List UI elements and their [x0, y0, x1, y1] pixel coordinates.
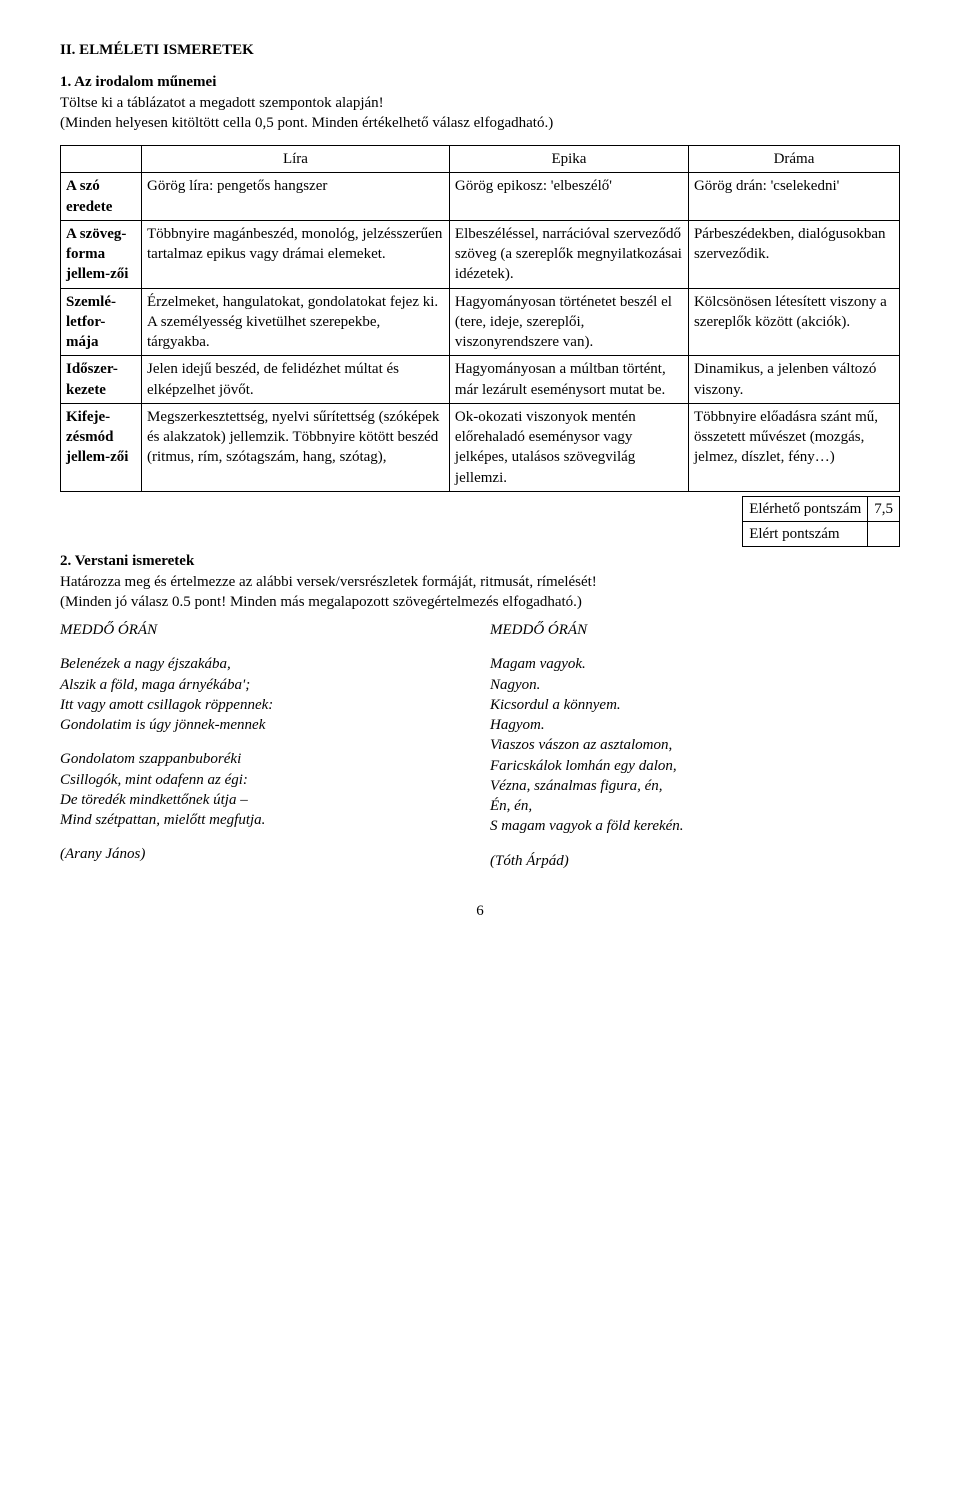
- poem-line: Vézna, szánalmas figura, én,: [490, 778, 663, 794]
- table-row: Szemlé-letfor-mája Érzelmeket, hangulato…: [61, 288, 900, 356]
- poem-right-stanza: Magam vagyok. Nagyon. Kicsordul a könnye…: [490, 654, 900, 836]
- poem-line: Viaszos vászon az asztalomon,: [490, 737, 672, 753]
- poem-right-author: (Tóth Árpád): [490, 851, 900, 871]
- score-value-max: 7,5: [868, 496, 900, 521]
- poem-line: Nagyon.: [490, 677, 540, 693]
- section-title: II. ELMÉLETI ISMERETEK: [60, 40, 900, 60]
- poem-right: MEDDŐ ÓRÁN Magam vagyok. Nagyon. Kicsord…: [490, 620, 900, 871]
- poem-left-title: MEDDŐ ÓRÁN: [60, 620, 470, 640]
- score-row: Elért pontszám: [743, 522, 900, 547]
- poem-left-stanza-2: Gondolatom szappanbuboréki Csillogók, mi…: [60, 749, 470, 830]
- header-epika: Epika: [449, 146, 688, 173]
- poem-left: MEDDŐ ÓRÁN Belenézek a nagy éjszakába, A…: [60, 620, 470, 871]
- cell-lira: Megszerkesztettség, nyelvi sűrítettség (…: [142, 403, 450, 491]
- row-label: A szó eredete: [61, 173, 142, 221]
- genre-table: Líra Epika Dráma A szó eredete Görög lír…: [60, 145, 900, 492]
- row-label: Időszer-kezete: [61, 356, 142, 404]
- poem-line: Én, én,: [490, 798, 532, 814]
- cell-epika: Hagyományosan történetet beszél el (tere…: [449, 288, 688, 356]
- exercise-2-title: 2. Verstani ismeretek: [60, 553, 194, 569]
- poem-line: Gondolatom szappanbuboréki: [60, 751, 241, 767]
- header-lira: Líra: [142, 146, 450, 173]
- poem-right-title: MEDDŐ ÓRÁN: [490, 620, 900, 640]
- poem-line: Belenézek a nagy éjszakába,: [60, 656, 231, 672]
- table-header-row: Líra Epika Dráma: [61, 146, 900, 173]
- cell-lira: Görög líra: pengetős hangszer: [142, 173, 450, 221]
- row-label: Szemlé-letfor-mája: [61, 288, 142, 356]
- row-label: A szöveg-forma jellem-zői: [61, 220, 142, 288]
- poem-columns: MEDDŐ ÓRÁN Belenézek a nagy éjszakába, A…: [60, 620, 900, 871]
- table-row: Időszer-kezete Jelen idejű beszéd, de fe…: [61, 356, 900, 404]
- page-number: 6: [60, 901, 900, 921]
- score-label-achieved: Elért pontszám: [743, 522, 868, 547]
- header-drama: Dráma: [688, 146, 899, 173]
- cell-epika: Ok-okozati viszonyok mentén előrehaladó …: [449, 403, 688, 491]
- poem-line: Faricskálok lomhán egy dalon,: [490, 758, 677, 774]
- exercise-2-instruction-2: (Minden jó válasz 0.5 pont! Minden más m…: [60, 594, 582, 610]
- poem-left-author: (Arany János): [60, 844, 470, 864]
- cell-drama: Többnyire előadásra szánt mű, összetett …: [688, 403, 899, 491]
- exercise-2-instruction-1: Határozza meg és értelmezze az alábbi ve…: [60, 574, 597, 590]
- poem-line: Alszik a föld, maga árnyékába';: [60, 677, 250, 693]
- cell-drama: Párbeszédekben, dialógusokban szerveződi…: [688, 220, 899, 288]
- row-label: Kifeje-zésmód jellem-zői: [61, 403, 142, 491]
- poem-line: Csillogók, mint odafenn az égi:: [60, 772, 248, 788]
- table-row: A szöveg-forma jellem-zői Többnyire magá…: [61, 220, 900, 288]
- table-row: Kifeje-zésmód jellem-zői Megszerkesztett…: [61, 403, 900, 491]
- cell-lira: Érzelmeket, hangulatokat, gondolatokat f…: [142, 288, 450, 356]
- poem-line: Itt vagy amott csillagok röppennek:: [60, 697, 273, 713]
- exercise-1-title: 1. Az irodalom műnemei: [60, 74, 216, 90]
- cell-epika: Hagyományosan a múltban történt, már lez…: [449, 356, 688, 404]
- poem-line: De töredék mindkettőnek útja –: [60, 792, 248, 808]
- cell-epika: Görög epikosz: 'elbeszélő': [449, 173, 688, 221]
- poem-line: Magam vagyok.: [490, 656, 586, 672]
- exercise-1-instruction-1: Töltse ki a táblázatot a megadott szempo…: [60, 95, 384, 111]
- score-value-achieved: [868, 522, 900, 547]
- exercise-1-instruction-2: (Minden helyesen kitöltött cella 0,5 pon…: [60, 115, 553, 131]
- cell-lira: Jelen idejű beszéd, de felidézhet múltat…: [142, 356, 450, 404]
- poem-line: Mind szétpattan, mielőtt megfutja.: [60, 812, 265, 828]
- poem-line: S magam vagyok a föld kerekén.: [490, 818, 684, 834]
- cell-drama: Görög drán: 'cselekedni': [688, 173, 899, 221]
- poem-line: Hagyom.: [490, 717, 545, 733]
- header-empty: [61, 146, 142, 173]
- poem-line: Kicsordul a könnyem.: [490, 697, 621, 713]
- table-row: A szó eredete Görög líra: pengetős hangs…: [61, 173, 900, 221]
- cell-lira: Többnyire magánbeszéd, monológ, jelzéssz…: [142, 220, 450, 288]
- poem-left-stanza-1: Belenézek a nagy éjszakába, Alszik a föl…: [60, 654, 470, 735]
- cell-epika: Elbeszéléssel, narrációval szerveződő sz…: [449, 220, 688, 288]
- cell-drama: Kölcsönösen létesített viszony a szerepl…: [688, 288, 899, 356]
- score-row: Elérhető pontszám 7,5: [743, 496, 900, 521]
- cell-drama: Dinamikus, a jelenben változó viszony.: [688, 356, 899, 404]
- poem-line: Gondolatim is úgy jönnek-mennek: [60, 717, 265, 733]
- score-label-max: Elérhető pontszám: [743, 496, 868, 521]
- score-table: Elérhető pontszám 7,5 Elért pontszám: [742, 496, 900, 548]
